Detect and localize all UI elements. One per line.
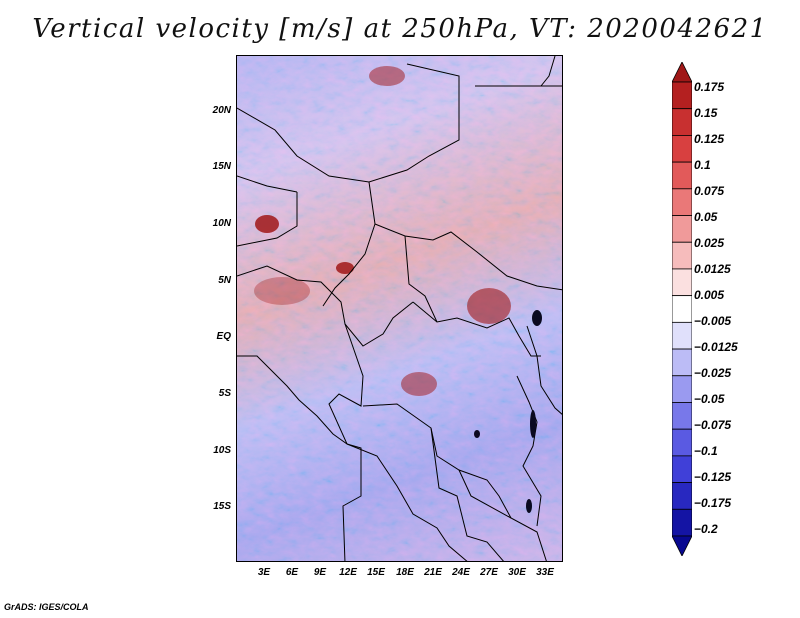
colorbar-segment (672, 215, 692, 243)
x-tick-label: 6E (285, 567, 299, 578)
colorbar-segment (672, 108, 692, 136)
y-tick-label: 10S (213, 445, 231, 456)
x-tick-label: 27E (480, 567, 498, 578)
x-tick-label: 21E (424, 567, 442, 578)
colorbar-segment (672, 268, 692, 297)
colorbar-top-triangle (672, 62, 692, 83)
colorbar-segment (672, 135, 692, 163)
colorbar-segment (672, 81, 692, 110)
colorbar-label: 0.075 (694, 184, 725, 198)
colorbar (672, 62, 692, 556)
colorbar-segment (672, 508, 692, 537)
colorbar-label: −0.0125 (694, 340, 738, 354)
colorbar-segment (672, 321, 692, 350)
map-panel (236, 55, 563, 562)
colorbar-label: 0.125 (694, 132, 725, 146)
velocity-field-texture (237, 56, 562, 561)
colorbar-label: 0.1 (694, 158, 711, 172)
strong-ascent-cells (254, 66, 511, 396)
map-title: Vertical velocity [m/s] at 250hPa, VT: 2… (32, 14, 768, 44)
colorbar-label: −0.175 (694, 496, 732, 510)
y-tick-label: 15S (213, 501, 231, 512)
colorbar-segment (672, 428, 692, 457)
colorbar-segment (672, 188, 692, 216)
grads-credit: GrADS: IGES/COLA (4, 602, 89, 612)
colorbar-label: −0.005 (694, 314, 732, 328)
colorbar-label: 0.025 (694, 236, 725, 250)
colorbar-segment (672, 161, 692, 190)
colorbar-label: 0.05 (694, 210, 718, 224)
colorbar-label: 0.175 (694, 80, 725, 94)
colorbar-segment (672, 482, 692, 510)
y-tick-label: EQ (216, 331, 231, 342)
colorbar-segment (672, 402, 692, 430)
map-svg (237, 56, 562, 561)
colorbar-label: −0.1 (694, 444, 718, 458)
x-tick-label: 33E (536, 567, 554, 578)
country-borders (237, 56, 562, 561)
colorbar-label: −0.075 (694, 418, 732, 432)
y-tick-label: 15N (212, 161, 231, 172)
colorbar-bottom-triangle (672, 535, 692, 556)
colorbar-label: −0.125 (694, 470, 732, 484)
y-tick-label: 20N (212, 105, 231, 116)
x-tick-label: 15E (367, 567, 385, 578)
colorbar-label: 0.0125 (694, 262, 731, 276)
colorbar-label: 0.005 (694, 288, 725, 302)
x-tick-label: 30E (508, 567, 526, 578)
colorbar-label: −0.05 (694, 392, 725, 406)
colorbar-segment (672, 348, 692, 377)
x-tick-label: 12E (339, 567, 357, 578)
lakes (474, 310, 542, 513)
colorbar-label: 0.15 (694, 106, 718, 120)
colorbar-segment (672, 241, 692, 270)
y-tick-label: 5N (218, 275, 231, 286)
x-tick-label: 24E (452, 567, 470, 578)
colorbar-segment (672, 375, 692, 403)
x-tick-label: 3E (257, 567, 271, 578)
colorbar-segment (672, 455, 692, 483)
x-tick-label: 9E (313, 567, 327, 578)
y-tick-label: 5S (218, 388, 231, 399)
colorbar-label: −0.025 (694, 366, 732, 380)
y-tick-label: 10N (212, 218, 231, 229)
colorbar-label: −0.2 (694, 522, 718, 536)
x-tick-label: 18E (396, 567, 414, 578)
colorbar-segment (672, 295, 692, 323)
